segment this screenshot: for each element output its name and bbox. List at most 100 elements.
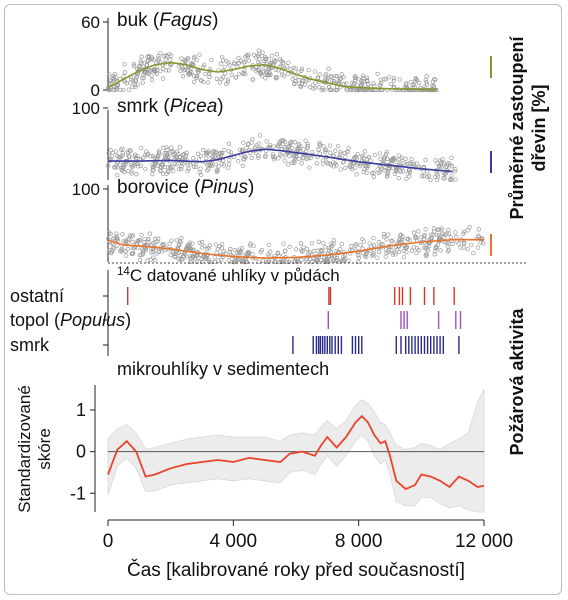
pollen-point — [232, 60, 237, 65]
pollen-point — [341, 74, 346, 80]
pollen-point — [475, 245, 481, 250]
pollen-point — [192, 54, 197, 59]
pollen-point — [272, 59, 278, 64]
pollen-point — [424, 74, 429, 79]
pollen-point — [106, 151, 111, 156]
pollen-point — [227, 249, 232, 255]
pollen-point — [118, 87, 123, 93]
pollen-point — [203, 150, 209, 156]
pollen-point — [289, 145, 294, 150]
panel-0-label-part-1: Fagus — [159, 10, 212, 31]
pollen-point — [125, 247, 131, 252]
pollen-point — [151, 167, 156, 173]
pollen-point — [246, 58, 251, 63]
pollen-point — [139, 54, 144, 59]
pollen-point — [197, 170, 202, 175]
panel-0-label-part-2: ) — [212, 10, 218, 31]
pollen-point — [250, 136, 255, 142]
pollen-point — [222, 147, 227, 153]
pollen-point — [270, 154, 276, 159]
pollen-point — [362, 149, 368, 154]
pollen-point — [124, 253, 129, 258]
pollen-point — [128, 148, 133, 154]
pollen-point — [386, 232, 391, 237]
pollen-point — [192, 164, 197, 169]
pollen-point — [191, 156, 196, 161]
pollen-point — [145, 258, 150, 263]
pollen-point — [396, 153, 402, 158]
pollen-point — [198, 166, 203, 171]
pollen-point — [414, 78, 420, 83]
pollen-point — [291, 65, 296, 70]
pollen-point — [328, 245, 333, 251]
pollen-point — [396, 176, 401, 181]
pollen-point — [383, 247, 389, 252]
pollen-point — [127, 154, 132, 159]
pollen-point — [187, 240, 193, 245]
pollen-point — [129, 234, 134, 239]
pollen-point — [249, 155, 254, 160]
pollen-point — [168, 252, 173, 258]
pollen-point — [307, 165, 312, 170]
pollen-point — [293, 247, 299, 252]
pollen-point — [243, 71, 248, 77]
pollen-point — [447, 177, 453, 183]
pollen-point — [290, 160, 295, 165]
pollen-point — [361, 239, 366, 244]
pollen-point — [225, 77, 231, 82]
pollen-point — [346, 145, 351, 151]
pollen-point — [154, 71, 159, 76]
pollen-point — [443, 232, 448, 237]
pollen-point — [344, 81, 349, 86]
pollen-point — [240, 148, 245, 153]
pollen-point — [285, 144, 291, 149]
pollen-point — [110, 78, 116, 84]
pollen-point — [188, 60, 194, 66]
pollen-point — [331, 160, 336, 165]
pollen-point — [214, 250, 219, 255]
pollen-point — [255, 59, 261, 65]
pollen-point — [414, 250, 419, 256]
pollen-point — [342, 150, 347, 156]
pollen-point — [228, 247, 233, 252]
pollen-point — [131, 61, 136, 67]
pollen-point — [306, 67, 311, 73]
abundance-label-line2: dřevin [%] — [529, 84, 549, 171]
pollen-point — [232, 247, 237, 253]
pollen-point — [154, 239, 159, 244]
pollen-point — [378, 156, 383, 162]
pollen-point — [354, 242, 359, 247]
pollen-point — [171, 168, 176, 174]
pollen-point — [325, 76, 330, 81]
pollen-point — [190, 241, 195, 246]
pollen-point — [404, 244, 410, 250]
pollen-point — [423, 253, 428, 258]
pollen-point — [287, 153, 292, 159]
panel-0-ytick-label-0: 60 — [81, 13, 100, 32]
pollen-point — [328, 163, 334, 168]
pollen-point — [312, 85, 318, 90]
pollen-point — [397, 77, 402, 82]
pollen-point — [225, 79, 231, 84]
pollen-point — [423, 157, 428, 163]
pollen-point — [433, 249, 438, 254]
pollen-point — [260, 258, 266, 263]
pollen-point — [453, 177, 458, 182]
pollen-point — [194, 74, 199, 79]
pollen-point — [185, 255, 190, 260]
pollen-point — [239, 246, 245, 251]
pollen-point — [338, 167, 343, 172]
pollen-point — [216, 258, 221, 263]
pollen-point — [407, 237, 413, 243]
pollen-point — [286, 162, 291, 167]
pollen-point — [404, 176, 409, 182]
pollen-point — [362, 254, 368, 259]
pollen-point — [149, 73, 154, 78]
pollen-point — [166, 168, 171, 173]
pollen-point — [292, 81, 297, 87]
pollen-point — [271, 157, 277, 162]
pollen-point — [421, 173, 427, 179]
pollen-point — [119, 246, 125, 251]
pollen-point — [404, 249, 409, 255]
pollen-point — [195, 73, 200, 78]
